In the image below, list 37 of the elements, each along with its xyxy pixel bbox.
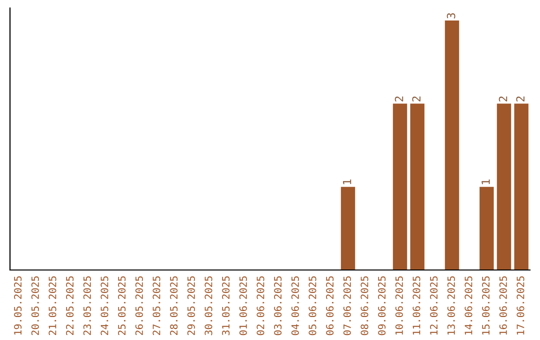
x-tick-label: 10.06.2025: [395, 276, 403, 335]
x-tick-label: 04.06.2025: [291, 276, 299, 336]
x-tick-label: 30.05.2025: [204, 276, 212, 336]
x-tick-label: 19.05.2025: [14, 276, 22, 335]
x-tick-label: 14.06.2025: [464, 276, 472, 335]
x-tick-label: 26.05.2025: [135, 276, 143, 336]
data-label: 2: [498, 96, 508, 102]
x-tick-label: 05.06.2025: [308, 276, 316, 336]
x-tick-label: 17.06.2025: [516, 276, 524, 335]
x-tick-label: 20.05.2025: [31, 276, 39, 336]
data-label: 2: [412, 96, 420, 102]
x-tick-label: 31.05.2025: [222, 276, 230, 336]
x-tick-label: 15.06.2025: [482, 276, 490, 335]
data-label: 1: [482, 180, 490, 184]
x-tick-label: 21.05.2025: [48, 276, 56, 336]
x-tick-label: 29.05.2025: [187, 276, 195, 336]
x-tick-label: 11.06.2025: [412, 276, 420, 335]
data-label: 2: [394, 96, 404, 102]
x-tick-label: 24.05.2025: [100, 276, 108, 336]
x-tick-label: 02.06.2025: [256, 276, 264, 336]
x-tick-label: 13.06.2025: [447, 276, 455, 335]
x-tick-label: 27.05.2025: [152, 276, 160, 336]
x-tick-label: 22.05.2025: [66, 276, 74, 336]
x-tick-label: 28.05.2025: [170, 276, 178, 336]
x-tick-label: 07.06.2025: [343, 276, 351, 336]
x-tick-label: 16.06.2025: [499, 276, 507, 335]
x-tick-label: 08.06.2025: [360, 276, 368, 336]
x-tick-label: 03.06.2025: [274, 276, 282, 336]
x-tick-label: 25.05.2025: [118, 276, 126, 336]
x-tick-label: 06.06.2025: [326, 276, 334, 336]
x-tick-label: 09.06.2025: [378, 276, 386, 336]
data-label: 1: [342, 180, 352, 184]
x-tick-label: 01.06.2025: [239, 276, 247, 336]
x-tick-label: 23.05.2025: [83, 276, 91, 336]
data-label: 3: [446, 13, 456, 18]
x-tick-label: 12.06.2025: [430, 276, 438, 335]
data-label: 2: [516, 96, 524, 102]
